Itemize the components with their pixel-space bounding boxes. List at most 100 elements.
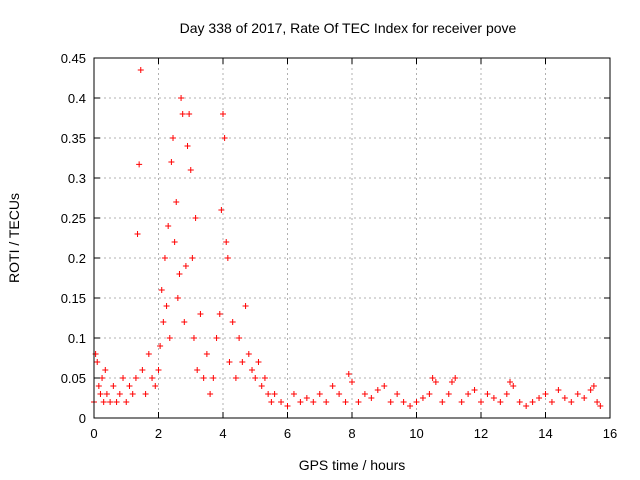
data-point	[587, 387, 594, 393]
data-point	[407, 403, 414, 409]
data-point	[137, 67, 144, 73]
data-point	[448, 379, 455, 385]
data-point	[236, 335, 243, 341]
x-tick-label: 6	[284, 426, 291, 441]
data-point	[116, 391, 123, 397]
data-point	[126, 383, 133, 389]
data-point	[171, 239, 178, 245]
data-point	[516, 399, 523, 405]
data-point	[187, 167, 194, 173]
data-point	[94, 359, 101, 365]
data-point	[323, 399, 330, 405]
data-point	[523, 403, 530, 409]
data-point	[478, 399, 484, 405]
data-point	[561, 395, 568, 401]
data-point	[189, 255, 196, 261]
x-tick-label: 8	[348, 426, 355, 441]
data-point	[242, 303, 249, 309]
x-tick-label: 16	[603, 426, 617, 441]
data-point	[503, 391, 510, 397]
data-point	[419, 395, 426, 401]
data-point	[310, 399, 317, 405]
data-point	[181, 319, 188, 325]
data-point	[342, 399, 349, 405]
data-point	[203, 351, 210, 357]
data-point	[413, 399, 420, 405]
data-point	[224, 255, 231, 261]
data-point	[120, 375, 127, 381]
data-point	[336, 391, 343, 397]
data-point	[186, 111, 193, 117]
data-point	[594, 399, 601, 405]
data-point	[249, 367, 256, 373]
data-point	[134, 231, 141, 237]
y-tick-label: 0.25	[61, 211, 86, 226]
data-point	[166, 335, 173, 341]
data-point	[136, 161, 143, 168]
data-point	[290, 391, 297, 397]
data-point	[168, 159, 175, 165]
data-point	[223, 239, 230, 245]
data-point	[103, 391, 110, 397]
data-point	[252, 375, 259, 381]
data-point	[184, 143, 191, 149]
data-point	[439, 399, 446, 405]
data-point	[132, 375, 139, 381]
data-point	[218, 207, 225, 213]
y-tick-label: 0.2	[68, 251, 86, 266]
data-point	[157, 343, 164, 349]
data-point	[239, 359, 246, 365]
data-point	[102, 367, 109, 373]
data-point	[179, 111, 186, 117]
data-point	[213, 335, 220, 341]
data-point	[452, 375, 459, 381]
chart-title: Day 338 of 2017, Rate Of TEC Index for r…	[180, 20, 517, 36]
data-point	[258, 383, 265, 389]
data-point	[490, 395, 497, 401]
data-point	[394, 391, 401, 397]
x-tick-label: 10	[409, 426, 423, 441]
data-point	[200, 375, 207, 381]
data-point	[303, 395, 310, 401]
data-point	[192, 215, 199, 221]
data-point	[555, 387, 562, 393]
data-point	[265, 391, 272, 397]
data-point	[129, 391, 136, 397]
data-point	[232, 375, 239, 381]
data-point	[426, 391, 433, 397]
data-point	[471, 387, 478, 393]
data-point	[207, 391, 214, 397]
data-point	[160, 319, 167, 325]
data-point	[381, 383, 388, 389]
data-point	[216, 311, 223, 317]
data-point	[529, 399, 536, 405]
data-point	[107, 399, 114, 405]
data-point	[99, 375, 106, 381]
data-point	[316, 391, 323, 397]
x-tick-label: 0	[90, 426, 97, 441]
x-tick-label: 14	[538, 426, 552, 441]
data-point	[220, 111, 226, 117]
data-point	[542, 391, 549, 397]
y-tick-label: 0.4	[68, 91, 86, 106]
y-tick-label: 0.35	[61, 131, 86, 146]
x-tick-label: 2	[155, 426, 162, 441]
data-point	[284, 403, 291, 409]
y-tick-label: 0.1	[68, 331, 86, 346]
data-point	[158, 287, 165, 293]
data-point	[210, 375, 217, 381]
data-point	[355, 399, 362, 405]
data-point	[574, 391, 581, 397]
data-point	[445, 391, 452, 397]
data-point	[182, 263, 189, 269]
y-tick-label: 0.05	[61, 371, 86, 386]
data-point	[548, 399, 555, 405]
data-point	[400, 399, 407, 405]
data-point	[229, 319, 236, 325]
data-point	[271, 391, 278, 397]
data-point	[155, 367, 162, 373]
data-point	[110, 383, 117, 389]
data-point	[268, 399, 275, 405]
data-point	[161, 255, 168, 261]
